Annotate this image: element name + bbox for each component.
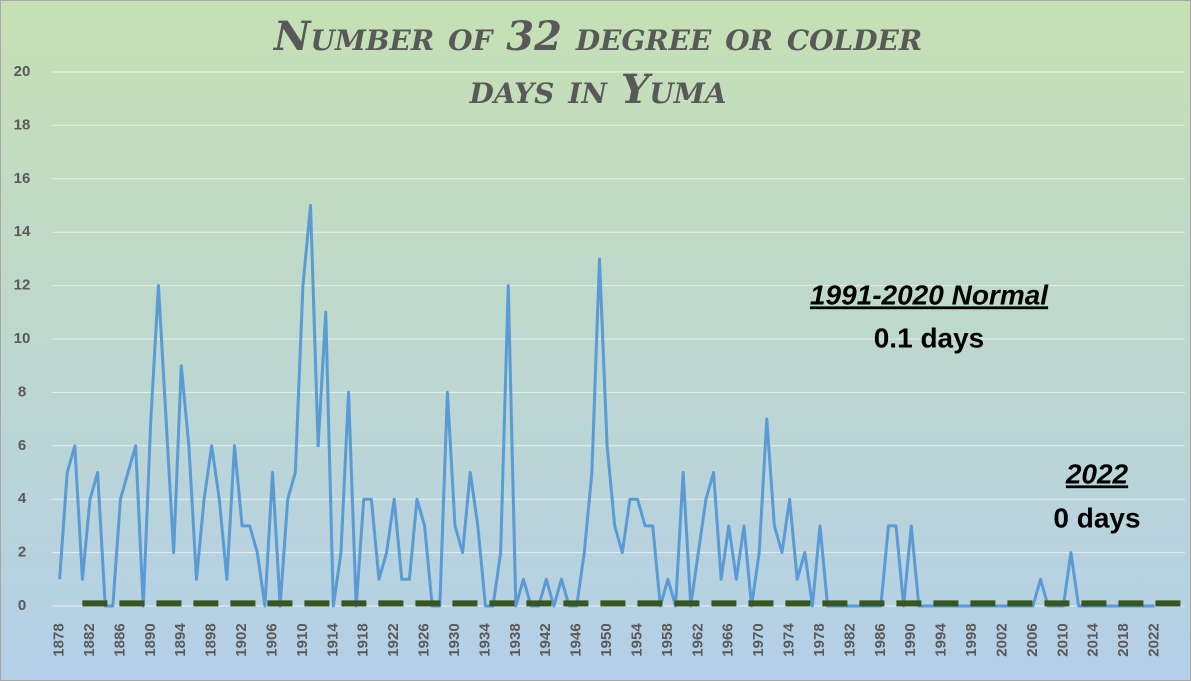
x-tick-label: 1886 (111, 623, 128, 656)
x-tick-label: 1882 (81, 623, 98, 656)
x-tick-label: 1878 (51, 623, 68, 656)
x-tick-label: 1946 (568, 623, 585, 656)
y-tick-label: 4 (18, 490, 27, 507)
x-tick-label: 1906 (263, 623, 280, 656)
x-tick-label: 1922 (385, 623, 402, 656)
x-tick-label: 1958 (659, 623, 676, 656)
annotation: 0.1 days (874, 322, 985, 353)
chart-title: days in Yuma (468, 66, 726, 113)
x-tick-label: 2014 (1085, 623, 1102, 657)
x-tick-label: 1926 (416, 623, 433, 656)
x-tick-label: 1998 (963, 623, 980, 656)
y-tick-label: 16 (14, 170, 31, 187)
x-tick-label: 1994 (933, 623, 950, 657)
chart-title: Number of 32 degree or colder (272, 13, 922, 60)
x-tick-label: 2018 (1115, 623, 1132, 656)
x-tick-label: 1914 (324, 623, 341, 657)
y-tick-label: 14 (14, 223, 31, 240)
annotation: 0 days (1053, 502, 1140, 533)
x-tick-label: 1898 (203, 623, 220, 656)
x-tick-label: 1974 (781, 623, 798, 657)
x-tick-label: 1986 (872, 623, 889, 656)
x-tick-label: 1962 (689, 623, 706, 656)
x-tick-label: 1890 (142, 623, 159, 656)
x-tick-label: 1910 (294, 623, 311, 656)
x-tick-label: 1902 (233, 623, 250, 656)
y-tick-label: 18 (14, 116, 31, 133)
x-tick-label: 1894 (172, 623, 189, 657)
y-tick-label: 0 (18, 597, 26, 614)
x-tick-label: 2002 (993, 623, 1010, 656)
x-tick-label: 1970 (750, 623, 767, 656)
x-tick-label: 1930 (446, 623, 463, 656)
y-tick-label: 10 (14, 330, 31, 347)
x-tick-label: 1982 (841, 623, 858, 656)
x-tick-label: 1942 (537, 623, 554, 656)
x-tick-label: 1966 (720, 623, 737, 656)
x-tick-label: 2010 (1054, 623, 1071, 656)
y-tick-label: 6 (18, 437, 26, 454)
x-tick-label: 1978 (811, 623, 828, 656)
y-tick-label: 20 (14, 63, 31, 80)
x-tick-label: 2022 (1146, 623, 1163, 656)
x-tick-label: 1950 (598, 623, 615, 656)
x-tick-label: 1990 (902, 623, 919, 656)
annotation: 2022 (1065, 458, 1129, 489)
x-tick-label: 1918 (355, 623, 372, 656)
x-tick-label: 1938 (507, 623, 524, 656)
x-tick-label: 1934 (476, 623, 493, 657)
y-tick-label: 12 (14, 277, 31, 294)
annotation: 1991-2020 Normal (810, 279, 1049, 310)
y-tick-label: 8 (18, 383, 26, 400)
y-tick-label: 2 (18, 544, 26, 561)
x-tick-label: 1954 (628, 623, 645, 657)
x-tick-label: 2006 (1024, 623, 1041, 656)
